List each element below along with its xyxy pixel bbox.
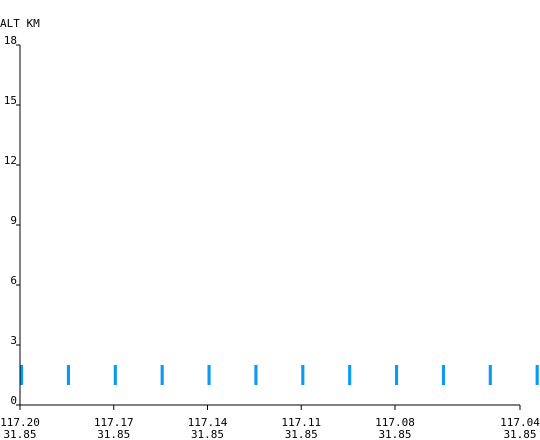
heatmap-cell xyxy=(66,365,70,385)
x-tick-label-lon: 117.04 xyxy=(500,416,540,429)
heatmap-cell xyxy=(113,365,117,385)
heatmap-cell xyxy=(395,365,399,385)
x-tick-label-lat: 31.85 xyxy=(3,428,36,440)
x-tick-label-lat: 31.85 xyxy=(503,428,536,440)
y-tick-label: 0 xyxy=(10,394,17,407)
x-tick-label-lat: 31.85 xyxy=(378,428,411,440)
cells-layer xyxy=(20,365,539,385)
heatmap-cell xyxy=(254,365,258,385)
x-tick-label-lat: 31.85 xyxy=(285,428,318,440)
y-tick-label: 15 xyxy=(4,94,17,107)
y-ticks: 18 15 12 9 6 3 0 xyxy=(4,34,20,407)
y-tick-label: 12 xyxy=(4,154,17,167)
x-tick-label-lon: 117.08 xyxy=(375,416,415,429)
heatmap-cell xyxy=(348,365,352,385)
heatmap-cell xyxy=(207,365,211,385)
heatmap-cell xyxy=(20,365,24,385)
y-tick-label: 18 xyxy=(4,34,17,47)
x-tick-label-lon: 117.14 xyxy=(188,416,228,429)
heatmap-cell xyxy=(488,365,492,385)
x-tick-label-lon: 117.20 xyxy=(0,416,40,429)
x-tick-label-lon: 117.17 xyxy=(94,416,134,429)
y-tick-label: 9 xyxy=(10,214,17,227)
x-tick-label-lat: 31.85 xyxy=(97,428,130,440)
heatmap-cell xyxy=(160,365,164,385)
x-ticks: 117.2031.85117.1731.85117.1431.85117.113… xyxy=(0,405,540,440)
heatmap-cell xyxy=(535,365,539,385)
heatmap-cell xyxy=(441,365,445,385)
heatmap-cell xyxy=(301,365,305,385)
x-tick-label-lat: 31.85 xyxy=(191,428,224,440)
y-tick-label: 6 xyxy=(10,274,17,287)
y-tick-label: 3 xyxy=(10,334,17,347)
x-tick-label-lon: 117.11 xyxy=(281,416,321,429)
chart-title: ALT KM xyxy=(0,17,40,30)
